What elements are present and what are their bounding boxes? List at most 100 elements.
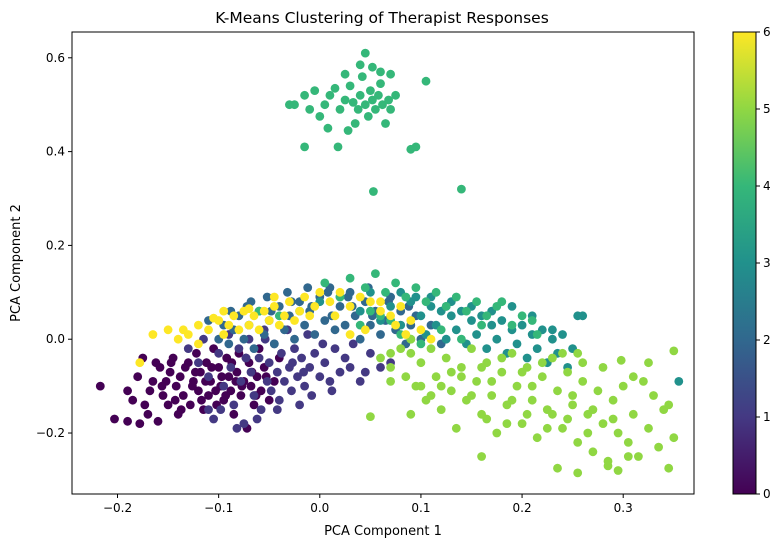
data-point [204, 405, 213, 414]
data-point [378, 100, 387, 110]
data-point [325, 90, 335, 100]
data-point [477, 363, 486, 372]
data-point [371, 105, 380, 114]
data-point [272, 367, 282, 377]
data-point [598, 419, 608, 428]
data-point [320, 278, 330, 288]
data-point [431, 287, 441, 297]
data-point [325, 377, 335, 386]
data-point [369, 187, 378, 196]
data-point [207, 363, 217, 372]
data-point [153, 416, 163, 426]
x-tick-label: 0.3 [614, 501, 633, 515]
data-point [209, 313, 219, 323]
data-point [148, 377, 158, 386]
data-point [532, 433, 542, 443]
data-point [462, 306, 471, 316]
data-point [335, 367, 345, 377]
chart-title: K-Means Clustering of Therapist Response… [215, 9, 549, 27]
data-point [386, 311, 395, 321]
x-tick-label: −0.2 [103, 501, 132, 515]
data-point [194, 320, 203, 330]
data-point [194, 386, 203, 396]
data-point [472, 297, 481, 307]
data-point [325, 297, 335, 307]
data-point [310, 348, 320, 358]
data-point [669, 433, 679, 443]
data-point [330, 83, 340, 93]
colorbar-tick-label: 0 [763, 487, 771, 501]
data-point [548, 325, 557, 335]
data-point [366, 297, 375, 307]
data-point [649, 391, 658, 400]
data-point [327, 386, 337, 396]
data-point [310, 330, 320, 339]
data-point [246, 297, 256, 307]
data-point [628, 372, 638, 382]
data-point [542, 423, 552, 433]
data-point [421, 297, 431, 307]
data-point [374, 90, 383, 100]
data-point [482, 414, 492, 424]
data-point [527, 381, 537, 391]
data-point [376, 306, 385, 316]
data-point [583, 428, 593, 438]
data-point [477, 452, 486, 461]
data-point [416, 339, 426, 349]
data-point [256, 405, 266, 414]
data-point [264, 395, 274, 405]
data-point [386, 302, 395, 311]
data-point [416, 311, 426, 321]
data-point [290, 334, 299, 344]
x-axis: −0.2 −0.1 0.0 0.1 0.2 0.3 [103, 494, 633, 515]
data-point [224, 372, 234, 382]
data-point [457, 363, 466, 372]
data-point [175, 372, 185, 382]
data-point [537, 372, 547, 382]
data-point [285, 100, 294, 110]
data-point [376, 330, 385, 339]
data-point [376, 79, 385, 88]
data-point [472, 377, 481, 386]
data-point [318, 339, 328, 349]
data-point [229, 409, 239, 419]
colorbar-tick-label: 2 [763, 333, 771, 347]
x-tick-label: 0.0 [310, 501, 329, 515]
data-point [381, 119, 390, 128]
data-point [345, 302, 355, 311]
data-point [315, 112, 325, 121]
data-point [553, 463, 562, 473]
data-point [123, 416, 132, 426]
data-point [360, 100, 370, 110]
data-point [173, 334, 183, 344]
data-point [303, 330, 313, 339]
data-point [497, 316, 507, 325]
data-point [272, 405, 282, 414]
data-point [593, 386, 603, 396]
data-point [386, 105, 395, 114]
data-point [197, 395, 206, 405]
x-tick-label: 0.1 [411, 501, 430, 515]
data-point [143, 409, 153, 419]
data-point [482, 311, 492, 321]
data-point [548, 353, 557, 363]
data-point [191, 367, 200, 377]
data-point [254, 353, 264, 363]
data-point [211, 386, 221, 396]
data-point [366, 306, 375, 316]
data-point [269, 339, 279, 349]
colorbar-tick-label: 4 [763, 179, 771, 193]
data-point [411, 142, 421, 152]
data-point [295, 400, 304, 410]
data-point [355, 306, 365, 316]
data-point [348, 339, 358, 349]
data-point [578, 311, 588, 321]
data-point [221, 391, 231, 400]
data-point [340, 69, 350, 79]
data-point [451, 292, 461, 302]
data-point [366, 348, 375, 358]
data-point [333, 142, 343, 152]
data-point [532, 344, 542, 353]
data-point [244, 320, 254, 330]
data-point [436, 325, 446, 335]
